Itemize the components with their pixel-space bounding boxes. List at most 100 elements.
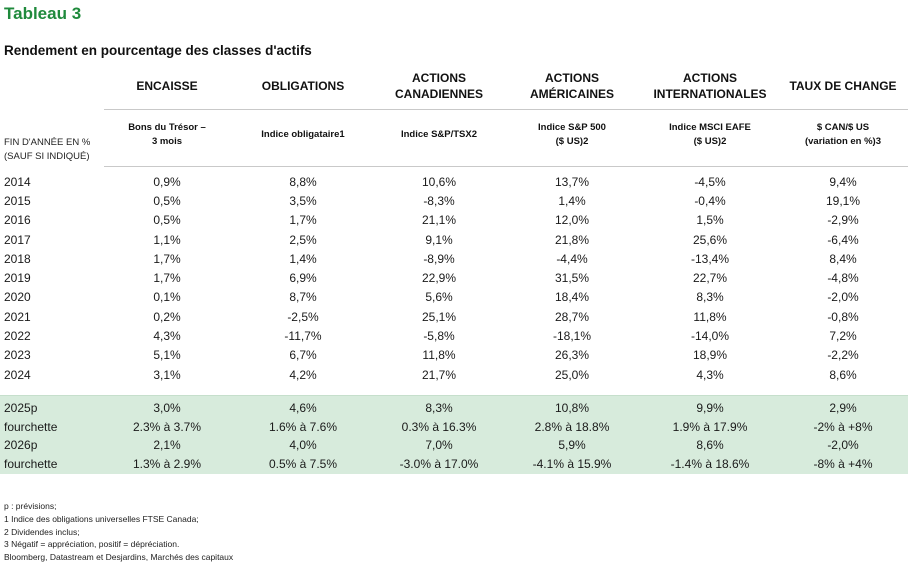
table-cell: 4,0% (289, 438, 317, 453)
table-cell: 1,7% (289, 213, 317, 228)
table-cell: -2,0% (827, 290, 859, 305)
table-cell: 7,2% (829, 329, 857, 344)
category-header-obligations: OBLIGATIONS (261, 79, 345, 93)
table-cell: -8,9% (423, 251, 455, 266)
table-cell: 9,1% (425, 232, 453, 247)
table-cell: 5,6% (425, 290, 453, 305)
table-cell: 19,1% (825, 193, 861, 208)
table-row: 2020 0,1% 8,7% 5,6% 18,4% 8,3% -2,0% (0, 288, 908, 307)
table-cell: -14,0% (690, 329, 730, 344)
table-cell: -2,5% (287, 309, 319, 324)
table-cell: -0,4% (694, 193, 726, 208)
row-label: 2017 (4, 232, 31, 247)
table-cell: -5,8% (423, 329, 455, 344)
table-row: 2019 1,7% 6,9% 22,9% 31,5% 22,7% -4,8% (0, 268, 908, 287)
footnote: 2 Dividendes inclus; (4, 526, 80, 537)
table-title: Tableau 3 (4, 4, 82, 23)
forecast-row: fourchette 1.3% à 2.9% 0.5% à 7.5% -3.0% à … (0, 455, 908, 474)
table-cell: 26,3% (554, 348, 590, 363)
table-cell: 2.3% à 3.7% (132, 419, 202, 434)
table-cell: 21,8% (554, 232, 590, 247)
table-cell: 1.9% à 17.9% (672, 419, 748, 434)
forecast-body: 2025p 3,0% 4,6% 8,3% 10,8% 9,9% 2,9% fourchette… (0, 399, 908, 473)
table-cell: 7,0% (425, 438, 453, 453)
footnote: 1 Indice des obligations universelles FT… (4, 513, 199, 524)
forecast-band (0, 395, 908, 474)
table-cell: 11,8% (693, 309, 727, 324)
table-cell: 0,2% (153, 309, 181, 324)
table-cell: 5,1% (153, 348, 181, 363)
row-label: 2026p (4, 438, 38, 453)
source-note: Bloomberg, Datastream et Desjardins, Mar… (4, 552, 234, 563)
table-cell: 18,9% (692, 348, 728, 363)
table-cell: 8,6% (696, 438, 724, 453)
table-cell: 1,7% (153, 271, 181, 286)
table-cell: 8,3% (696, 290, 724, 305)
table-row: 2015 0,5% 3,5% -8,3% 1,4% -0,4% 19,1% (0, 191, 908, 210)
table-cell: 2.8% à 18.8% (534, 419, 610, 434)
table-cell: 25,0% (554, 367, 590, 382)
row-label: fourchette (4, 419, 58, 434)
table-cell: 0,5% (153, 213, 181, 228)
table-cell: -8% à +4% (813, 456, 873, 471)
table-cell: 1,4% (558, 193, 586, 208)
row-label: 2024 (4, 367, 31, 382)
row-label: 2018 (4, 251, 31, 266)
table-cell: 8,4% (829, 251, 857, 266)
table-cell: 1,5% (696, 213, 724, 228)
table-cell: 22,9% (421, 271, 457, 286)
row-label-header: FIN D'ANNÉE EN % (SAUF SI INDIQUÉ) (4, 137, 91, 162)
table-cell: 9,4% (829, 174, 857, 189)
table-cell: 3,1% (153, 367, 181, 382)
footnote: p : prévisions; (4, 501, 57, 511)
table-cell: 4,6% (289, 401, 317, 416)
table-cell: 0,1% (153, 290, 181, 305)
table-cell: 0,9% (153, 174, 181, 189)
table-cell: 9,9% (696, 401, 724, 416)
table-cell: 3,5% (289, 193, 317, 208)
table-row: 2022 4,3% -11,7% -5,8% -18,1% -14,0% 7,2% (0, 326, 908, 345)
category-header-encaisse: ENCAISSE (136, 79, 198, 93)
table-cell: -6,4% (827, 232, 859, 247)
table-cell: -4,4% (556, 251, 588, 266)
row-label: 2016 (4, 213, 31, 228)
index-header-obligations: Indice obligataire1 (261, 129, 345, 140)
table-cell: 2,9% (829, 401, 857, 416)
table-cell: 21,1% (421, 213, 457, 228)
table-cell: 18,4% (554, 290, 590, 305)
table-cell: 13,7% (554, 174, 590, 189)
table-cell: 4,3% (696, 367, 724, 382)
index-header-actions-internationales: Indice MSCI EAFE ($ US)2 (669, 122, 751, 147)
table-cell: 6,9% (289, 271, 317, 286)
header-divider-top (104, 109, 908, 110)
row-label: 2023 (4, 348, 31, 363)
row-label: 2021 (4, 309, 31, 324)
forecast-row: 2026p 2,1% 4,0% 7,0% 5,9% 8,6% -2,0% (0, 436, 908, 455)
index-header-encaisse: Bons du Trésor – 3 mois (128, 122, 206, 147)
forecast-row: 2025p 3,0% 4,6% 8,3% 10,8% 9,9% 2,9% (0, 399, 908, 418)
table-cell: 1.3% à 2.9% (132, 456, 202, 471)
table-cell: -2,0% (827, 438, 859, 453)
row-label: 2019 (4, 271, 31, 286)
footnote: 3 Négatif = appréciation, positif = dépr… (4, 539, 180, 550)
table-cell: 10,8% (554, 401, 590, 416)
category-header-actions-americaines: ACTIONS AMÉRICAINES (529, 71, 614, 101)
forecast-table: 2025p 3,0% 4,6% 8,3% 10,8% 9,9% 2,9% fourchette… (0, 399, 908, 473)
index-header-actions-canadiennes: Indice S&P/TSX2 (400, 129, 478, 140)
table-cell: 28,7% (554, 309, 590, 324)
table-cell: 6,7% (289, 348, 317, 363)
table-cell: 1.6% à 7.6% (268, 419, 338, 434)
table-cell: 0.3% à 16.3% (401, 419, 477, 434)
row-label: 2014 (4, 174, 31, 189)
table-cell: 10,6% (421, 174, 457, 189)
header-divider-bottom (104, 166, 908, 167)
table-cell: -13,4% (690, 251, 730, 266)
index-header-taux-de-change: $ CAN/$ US (variation en %)3 (804, 122, 882, 147)
table-cell: 22,7% (692, 271, 728, 286)
row-label: 2015 (4, 193, 31, 208)
row-label: 2025p (4, 401, 38, 416)
table-row: 2014 0,9% 8,8% 10,6% 13,7% -4,5% 9,4% (0, 172, 908, 191)
table-cell: 25,6% (692, 232, 728, 247)
category-header-actions-internationales: ACTIONS INTERNATIONALES (653, 71, 767, 101)
table-cell: -8,3% (423, 193, 455, 208)
